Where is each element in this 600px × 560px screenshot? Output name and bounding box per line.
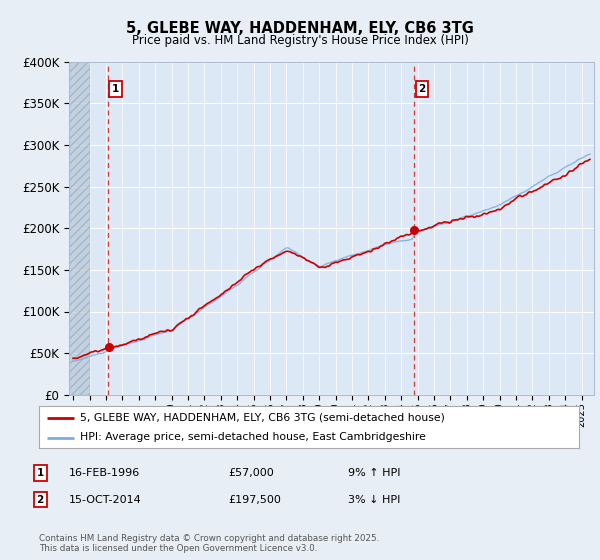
Text: 1: 1 [37,468,44,478]
Text: 15-OCT-2014: 15-OCT-2014 [69,494,142,505]
Text: £57,000: £57,000 [228,468,274,478]
Text: 16-FEB-1996: 16-FEB-1996 [69,468,140,478]
Text: 5, GLEBE WAY, HADDENHAM, ELY, CB6 3TG (semi-detached house): 5, GLEBE WAY, HADDENHAM, ELY, CB6 3TG (s… [79,413,445,423]
Bar [69,62,89,395]
Text: Price paid vs. HM Land Registry's House Price Index (HPI): Price paid vs. HM Land Registry's House … [131,34,469,46]
Text: 1: 1 [112,84,119,94]
Text: 3% ↓ HPI: 3% ↓ HPI [348,494,400,505]
Text: £197,500: £197,500 [228,494,281,505]
Text: 9% ↑ HPI: 9% ↑ HPI [348,468,401,478]
Text: Contains HM Land Registry data © Crown copyright and database right 2025.
This d: Contains HM Land Registry data © Crown c… [39,534,379,553]
Text: 2: 2 [37,494,44,505]
Text: 2: 2 [418,84,425,94]
Text: HPI: Average price, semi-detached house, East Cambridgeshire: HPI: Average price, semi-detached house,… [79,432,425,442]
Text: 5, GLEBE WAY, HADDENHAM, ELY, CB6 3TG: 5, GLEBE WAY, HADDENHAM, ELY, CB6 3TG [126,21,474,36]
